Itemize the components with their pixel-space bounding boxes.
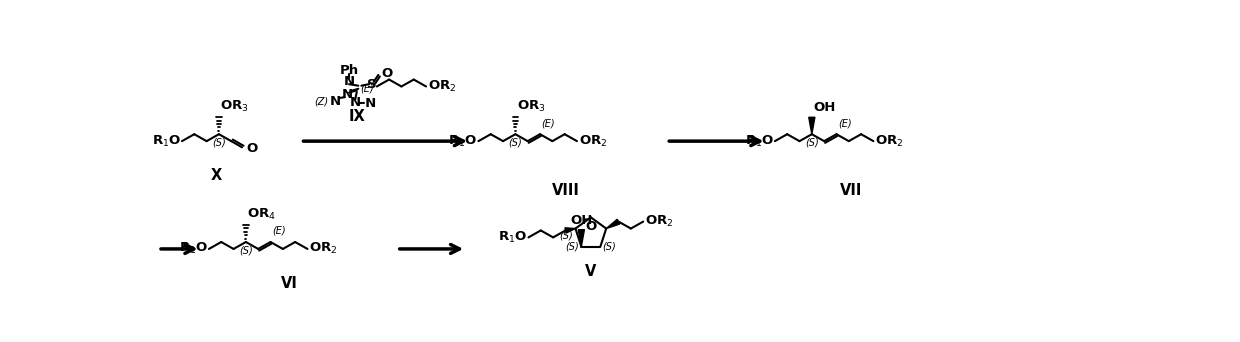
Text: (E): (E) bbox=[542, 118, 556, 128]
Polygon shape bbox=[578, 230, 584, 247]
Text: OR$_4$: OR$_4$ bbox=[248, 207, 277, 222]
Text: V: V bbox=[585, 264, 596, 279]
Text: (S): (S) bbox=[565, 241, 579, 252]
Text: OR$_2$: OR$_2$ bbox=[875, 134, 904, 149]
Text: OR$_3$: OR$_3$ bbox=[221, 99, 249, 114]
Text: (E): (E) bbox=[838, 118, 852, 128]
Text: N: N bbox=[342, 89, 353, 102]
Text: O: O bbox=[585, 221, 596, 234]
Text: (S): (S) bbox=[212, 137, 226, 147]
Text: (S): (S) bbox=[239, 245, 253, 255]
Text: Ph: Ph bbox=[340, 64, 358, 77]
Text: (S): (S) bbox=[559, 231, 573, 241]
Text: OR$_3$: OR$_3$ bbox=[517, 99, 546, 114]
Text: R$_1$O: R$_1$O bbox=[745, 134, 774, 149]
Polygon shape bbox=[565, 228, 575, 233]
Text: N: N bbox=[343, 75, 355, 88]
Polygon shape bbox=[606, 219, 620, 228]
Text: R$_1$O: R$_1$O bbox=[179, 241, 208, 256]
Text: R$_1$O: R$_1$O bbox=[498, 230, 528, 245]
Text: OH: OH bbox=[570, 214, 593, 227]
Text: (S): (S) bbox=[805, 137, 818, 147]
Text: X: X bbox=[211, 168, 222, 183]
Polygon shape bbox=[808, 117, 815, 134]
Text: VII: VII bbox=[839, 184, 862, 198]
Text: OR$_2$: OR$_2$ bbox=[579, 134, 608, 149]
Text: (E): (E) bbox=[361, 84, 374, 94]
Text: (S): (S) bbox=[603, 241, 616, 252]
Text: N: N bbox=[350, 96, 361, 109]
Text: OR$_2$: OR$_2$ bbox=[428, 79, 456, 94]
Text: R$_1$O: R$_1$O bbox=[449, 134, 477, 149]
Text: (S): (S) bbox=[508, 137, 522, 147]
Text: O: O bbox=[246, 142, 257, 155]
Text: OR$_2$: OR$_2$ bbox=[645, 214, 673, 229]
Text: OR$_2$: OR$_2$ bbox=[309, 241, 337, 256]
Text: OH: OH bbox=[813, 101, 836, 114]
Text: VI: VI bbox=[280, 276, 298, 291]
Text: IX: IX bbox=[348, 109, 365, 124]
Text: S: S bbox=[367, 78, 377, 91]
Text: VIII: VIII bbox=[552, 184, 580, 198]
Text: (E): (E) bbox=[272, 226, 285, 236]
Text: ·N: ·N bbox=[361, 97, 377, 110]
Text: (Z): (Z) bbox=[314, 96, 329, 106]
Text: R$_1$O: R$_1$O bbox=[153, 134, 181, 149]
Text: O: O bbox=[382, 67, 393, 80]
Text: N: N bbox=[330, 95, 341, 108]
